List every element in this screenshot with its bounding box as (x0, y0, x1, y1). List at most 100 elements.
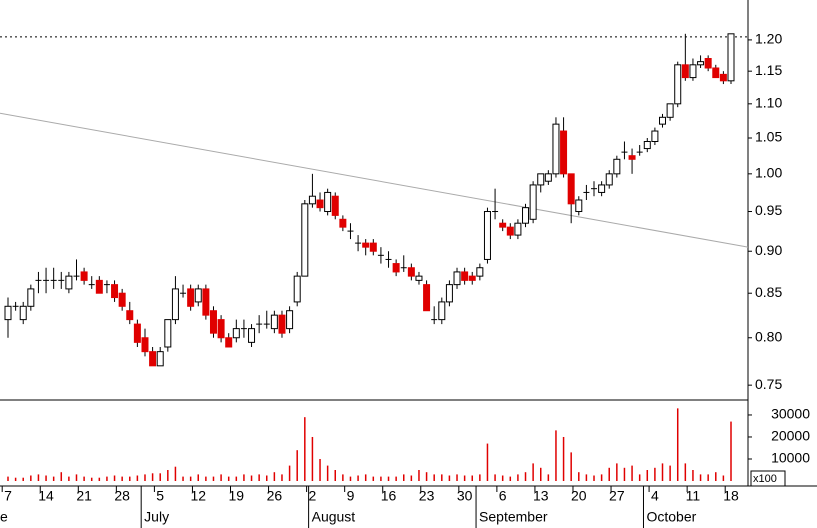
candle-body (164, 319, 172, 348)
candle-body (598, 184, 606, 193)
candle-body (156, 351, 164, 367)
candle-body (187, 288, 195, 307)
candle-body (560, 130, 568, 175)
candle-body (362, 242, 370, 248)
candle-body (171, 288, 179, 321)
candle-body (415, 275, 423, 281)
candle-body (331, 195, 339, 216)
y-tick-label: 1.10 (755, 95, 782, 111)
candle-body (522, 207, 530, 224)
x-tick-label: 28 (114, 488, 130, 504)
candle-body (65, 275, 73, 290)
candle-body (407, 267, 415, 277)
x-tick-label: 26 (267, 488, 283, 504)
candle-body (575, 199, 583, 213)
y-tick-label: 1.20 (755, 31, 782, 47)
x-tick-label: 18 (723, 488, 739, 504)
x-tick-label: 16 (381, 488, 397, 504)
candle-body (529, 184, 537, 220)
candle-body (659, 116, 667, 125)
month-label: September (479, 509, 548, 525)
x-tick-label: 6 (499, 488, 507, 504)
candle-body (248, 328, 256, 343)
volume-unit: x100 (753, 473, 777, 485)
candle-body (202, 288, 210, 316)
candle-body (681, 64, 689, 79)
x-tick-label: 11 (686, 488, 701, 504)
candle-body (95, 279, 103, 294)
x-tick-label: 5 (156, 488, 164, 504)
candle-body (286, 310, 294, 330)
candle-body (567, 173, 575, 205)
candle-body (308, 195, 316, 205)
candle-body (324, 191, 332, 213)
candle-body (141, 337, 149, 353)
candle-body (339, 218, 347, 228)
x-tick-label: 4 (651, 488, 659, 504)
candle-body (209, 310, 217, 334)
candle-body (301, 203, 309, 277)
candle-body (689, 64, 697, 79)
candle-body (613, 158, 621, 175)
x-tick-label: 20 (571, 488, 587, 504)
candle-body (697, 61, 705, 66)
y-tick-label: 1.00 (755, 165, 782, 181)
candle-body (27, 288, 35, 307)
candle-body (544, 173, 552, 182)
candle-body (514, 222, 522, 236)
candle-body (666, 103, 674, 118)
candle-body (643, 141, 651, 150)
x-tick-label: 27 (609, 488, 625, 504)
candle-body (19, 305, 27, 321)
candle-body (392, 263, 400, 273)
candle-body (225, 337, 233, 348)
candle-body (461, 271, 469, 281)
candle-body (483, 211, 491, 260)
candle-body (704, 58, 712, 69)
candle-body (4, 305, 12, 321)
x-tick-label: 23 (419, 488, 435, 504)
candle-body (499, 222, 507, 228)
month-label: e (0, 509, 8, 525)
candle-body (118, 292, 126, 307)
candle-body (719, 73, 727, 82)
candle-body (727, 33, 735, 82)
candle-body (605, 173, 613, 186)
candle-body (80, 271, 88, 281)
candle-body (278, 314, 286, 334)
x-tick-label: 7 (4, 488, 12, 504)
volume-tick-label: 30000 (771, 406, 810, 422)
volume-tick-label: 20000 (771, 428, 810, 444)
y-tick-label: 1.05 (755, 129, 782, 145)
x-tick-label: 19 (229, 488, 245, 504)
x-tick-label: 13 (533, 488, 549, 504)
candle-body (651, 130, 659, 143)
candle-body (293, 275, 301, 303)
y-tick-label: 1.15 (755, 62, 782, 78)
y-tick-label: 0.95 (755, 202, 782, 218)
month-label: October (646, 509, 696, 525)
candle-body (194, 288, 202, 303)
x-tick-label: 12 (190, 488, 206, 504)
candle-body (712, 67, 720, 79)
x-tick-label: 30 (457, 488, 473, 504)
candle-body (217, 319, 225, 339)
y-tick-label: 0.85 (755, 284, 782, 300)
y-tick-label: 0.90 (755, 242, 782, 258)
candle-body (369, 242, 377, 252)
candle-body (537, 173, 545, 186)
candle-body (423, 284, 431, 312)
y-tick-label: 0.75 (755, 376, 782, 392)
candle-body (552, 123, 560, 175)
candle-body (468, 275, 476, 281)
month-label: July (144, 509, 169, 525)
candle-body (316, 199, 324, 209)
candle-body (445, 284, 453, 303)
x-tick-label: 2 (309, 488, 317, 504)
candle-body (438, 301, 446, 321)
candle-body (232, 328, 240, 339)
x-tick-label: 9 (347, 488, 355, 504)
trendline (0, 112, 749, 248)
